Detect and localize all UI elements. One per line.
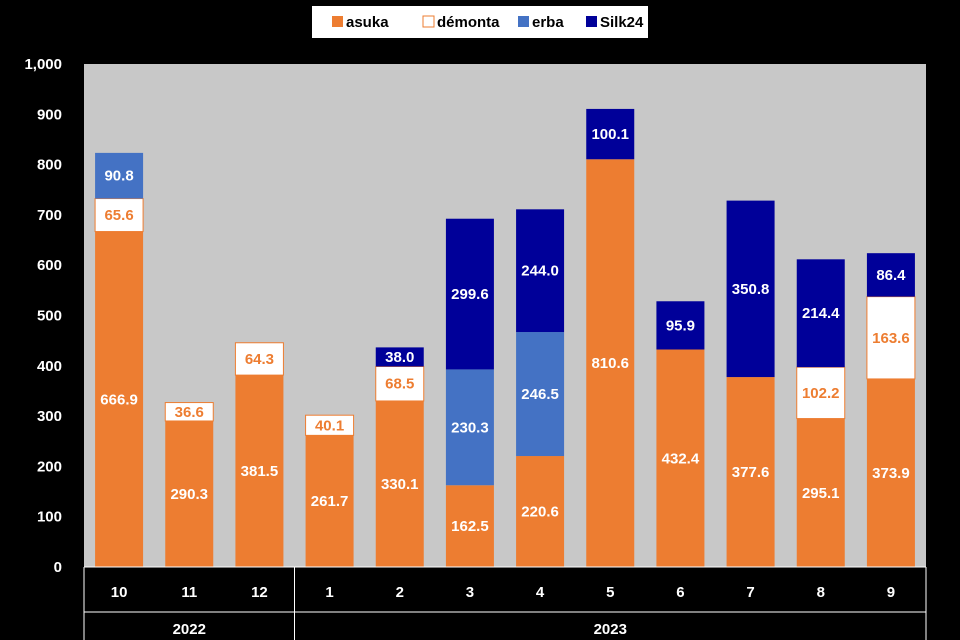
data-label: 377.6 [732,464,770,481]
y-tick-label: 600 [37,257,62,274]
data-label: 40.1 [315,417,344,434]
data-label: 68.5 [385,376,414,393]
x-tick-label: 9 [887,584,895,601]
legend: asuka démonta erba Silk24 [312,6,648,38]
y-axis: 0 100 200 300 400 500 600 700 800 900 1,000 [24,56,62,576]
legend-swatch [586,16,597,27]
legend-label: erba [532,14,564,31]
x-tick-label: 4 [536,584,545,601]
bar-segment-asuka [796,418,845,567]
data-label: 666.9 [100,391,138,408]
data-label: 220.6 [521,504,559,521]
data-label: 95.9 [666,317,695,334]
bar-segment-silk24 [726,200,775,378]
bar-segment-erba [95,152,144,199]
bar-segment-asuka [656,349,705,567]
legend-label: démonta [437,14,500,31]
bar-segment-silk24 [445,218,494,370]
bar-segment-silk24 [375,347,424,367]
data-label: 36.6 [175,404,204,421]
data-label: 350.8 [732,281,770,298]
x-tick-label: 2 [396,584,404,601]
data-label: 246.5 [521,386,559,403]
x-tick-label: 11 [181,584,197,601]
bar-segment-asuka [445,485,494,567]
bar-segment-asuka [586,159,635,568]
data-label: 244.0 [521,263,559,280]
bar-segment-asuka [726,377,775,567]
data-label: 65.6 [104,207,133,224]
data-label: 810.6 [591,355,629,372]
y-tick-label: 200 [37,458,62,475]
y-tick-label: 100 [37,509,62,526]
bar-segment-silk24 [866,253,915,297]
y-tick-label: 300 [37,408,62,425]
y-tick-label: 800 [37,157,62,174]
data-label: 90.8 [104,168,133,185]
bar-segment-silk24 [586,108,635,160]
plot-area [84,64,926,567]
bar-segment-asuka [516,456,565,567]
bar-segment-dmonta [305,414,355,436]
x-tick-label: 7 [746,584,754,601]
data-label: 295.1 [802,485,840,502]
bar-segment-asuka [375,400,424,567]
data-label: 432.4 [662,450,700,467]
bar-segment-silk24 [796,259,845,368]
bar-segment-asuka [165,420,214,567]
bar-segment-dmonta [234,342,284,376]
data-label: 261.7 [311,493,349,510]
legend-swatch [332,16,343,27]
data-label: 38.0 [385,349,414,366]
data-label: 64.3 [245,351,274,368]
y-tick-label: 900 [37,106,62,123]
data-label: 163.6 [872,330,910,347]
x-tick-label: 10 [111,584,128,601]
legend-label: asuka [346,14,389,31]
bar-segment-asuka [235,375,284,567]
bar-segment-erba [516,332,565,457]
bar-segment-dmonta [94,198,144,233]
x-tick-label: 12 [251,584,268,601]
x-tick-label: 3 [466,584,474,601]
data-label: 290.3 [170,486,208,503]
bars: 666.9 65.6 90.8 290.3 36.6 381.5 64.3 261.7 40.1… [94,108,916,568]
bar-segment-asuka [95,231,144,567]
x-tick-label: 6 [676,584,684,601]
data-label: 230.3 [451,419,489,436]
x-year-label: 2022 [173,621,206,638]
data-label: 299.6 [451,286,489,303]
bar-segment-silk24 [516,209,565,333]
bar-segment-asuka [866,378,915,567]
bar-segment-asuka [305,435,354,567]
bar-segment-dmonta [164,402,214,422]
data-label: 330.1 [381,476,419,493]
x-tick-label: 1 [325,584,333,601]
y-tick-label: 500 [37,308,62,325]
data-label: 86.4 [876,267,906,284]
data-label: 102.2 [802,385,840,402]
data-label: 373.9 [872,465,910,482]
y-tick-label: 0 [54,559,62,576]
y-tick-label: 400 [37,358,62,375]
data-label: 381.5 [241,463,279,480]
bar-segment-silk24 [656,301,705,350]
y-tick-label: 700 [37,207,62,224]
legend-swatch [422,15,435,28]
bar-segment-erba [445,369,494,486]
x-year-label: 2023 [594,621,627,638]
bar-segment-dmonta [375,366,425,402]
x-tick-label: 8 [817,584,825,601]
legend-swatch [518,16,529,27]
data-label: 162.5 [451,518,489,535]
y-tick-label: 1,000 [24,56,62,73]
legend-label: Silk24 [600,14,644,31]
x-tick-label: 5 [606,584,614,601]
data-label: 100.1 [591,126,629,143]
data-label: 214.4 [802,305,840,322]
